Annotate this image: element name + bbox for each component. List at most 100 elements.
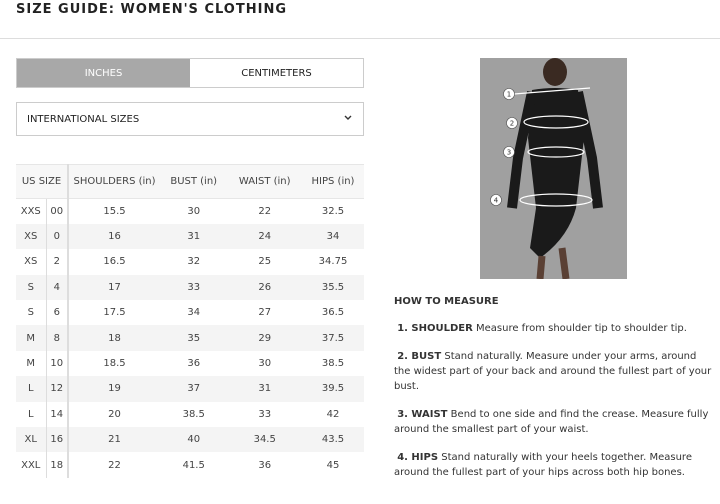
howto-shoulder: 1. SHOULDER Measure from shoulder tip to… — [397, 323, 687, 334]
cell-shoulders: 20 — [67, 401, 160, 428]
table-row: XXS 00 15.5 30 22 32.5 — [16, 198, 364, 224]
marker-4: 4 — [494, 197, 499, 205]
measurement-photo: 1 2 3 4 — [480, 58, 627, 280]
cell-size-letter: XXS — [20, 205, 41, 217]
cell-size-letter: S — [16, 274, 46, 301]
cell-size-number: 8 — [45, 325, 68, 351]
tab-centimeters[interactable]: CENTIMETERS — [241, 67, 312, 79]
howto-waist: 3. WAIST Bend to one side and find the c… — [394, 409, 709, 435]
cell-hips: 38.5 — [321, 358, 345, 370]
cell-size-letter: S — [27, 307, 34, 319]
cell-size-letter: M — [16, 325, 46, 351]
cell-size-number: 12 — [45, 376, 68, 402]
marker-1: 1 — [507, 91, 511, 99]
cell-waist: 25 — [258, 256, 272, 268]
cell-bust: 30 — [187, 205, 201, 217]
cell-shoulders: 18 — [67, 325, 160, 351]
marker-2: 2 — [510, 120, 514, 128]
cell-waist: 30 — [258, 358, 272, 370]
cell-shoulders: 17.5 — [67, 300, 160, 326]
cell-shoulders: 21 — [67, 427, 160, 453]
cell-waist: 31 — [227, 376, 302, 402]
cell-bust: 37 — [160, 376, 228, 402]
header-us-size: US SIZE — [16, 164, 68, 199]
table-row: M 10 18.5 36 30 38.5 — [16, 350, 364, 377]
header-shoulders: SHOULDERS (in) — [67, 164, 160, 199]
select-value: INTERNATIONAL SIZES — [27, 113, 140, 125]
howto-heading: HOW TO MEASURE — [394, 296, 499, 307]
cell-waist: 29 — [227, 325, 302, 351]
cell-size-letter: XS — [16, 223, 46, 250]
cell-bust: 33 — [160, 274, 228, 301]
cell-bust: 38.5 — [182, 408, 205, 420]
page-title: SIZE GUIDE: WOMEN'S CLOTHING — [16, 2, 287, 17]
howto-hips: 4. HIPS Stand naturally with your heels … — [394, 452, 692, 478]
cell-shoulders: 16.5 — [67, 249, 160, 275]
cell-bust: 36 — [187, 358, 201, 370]
cell-size-letter: L — [16, 376, 46, 402]
divider — [0, 38, 720, 39]
cell-size-letter: L — [27, 408, 34, 420]
chevron-down-icon — [343, 114, 353, 125]
cell-shoulders: 22 — [67, 452, 160, 478]
cell-hips: 35.5 — [302, 274, 364, 301]
cell-waist: 27 — [258, 307, 272, 319]
cell-waist: 26 — [227, 274, 302, 301]
cell-waist: 22 — [258, 205, 272, 217]
cell-size-letter: XL — [16, 427, 46, 453]
cell-waist: 34.5 — [227, 427, 302, 453]
cell-bust: 41.5 — [182, 459, 205, 471]
table-row: L 12 19 37 31 39.5 — [16, 376, 364, 402]
cell-waist: 36 — [258, 459, 272, 471]
table-row: S 6 17.5 34 27 36.5 — [16, 300, 364, 326]
table-row: XXL 18 22 41.5 36 45 — [16, 452, 364, 478]
table-row: XS 0 16 31 24 34 — [16, 223, 364, 250]
cell-shoulders: 19 — [67, 376, 160, 402]
cell-size-number: 4 — [45, 274, 68, 301]
cell-hips: 45 — [326, 459, 340, 471]
cell-size-number: 18 — [45, 452, 68, 478]
size-table: US SIZE SHOULDERS (in) BUST (in) WAIST (… — [16, 164, 364, 478]
howto-bust: 2. BUST Stand naturally. Measure under y… — [394, 351, 712, 392]
size-system-select[interactable]: INTERNATIONAL SIZES — [16, 102, 364, 136]
cell-size-number: 16 — [45, 427, 68, 453]
cell-size-letter: M — [26, 358, 36, 370]
cell-bust: 32 — [187, 256, 201, 268]
cell-hips: 37.5 — [302, 325, 364, 351]
cell-waist: 24 — [227, 223, 302, 250]
cell-hips: 39.5 — [302, 376, 364, 402]
cell-shoulders: 18.5 — [67, 350, 160, 377]
tab-inches[interactable]: INCHES — [17, 59, 190, 87]
cell-hips: 32.5 — [321, 205, 345, 217]
table-row: L 14 20 38.5 33 42 — [16, 401, 364, 428]
header-hips: HIPS (in) — [302, 164, 364, 199]
cell-size-number: 0 — [45, 223, 68, 250]
table-row: XL 16 21 40 34.5 43.5 — [16, 427, 364, 453]
cell-size-letter: XS — [24, 256, 38, 268]
how-to-measure: HOW TO MEASURE 1. SHOULDER Measure from … — [394, 294, 714, 493]
cell-bust: 40 — [160, 427, 228, 453]
cell-bust: 35 — [160, 325, 228, 351]
cell-waist: 33 — [258, 408, 272, 420]
cell-size-number: 6 — [45, 300, 68, 326]
cell-hips: 42 — [326, 408, 340, 420]
cell-size-number: 10 — [45, 350, 68, 377]
cell-bust: 34 — [187, 307, 201, 319]
table-row: M 8 18 35 29 37.5 — [16, 325, 364, 351]
cell-hips: 36.5 — [321, 307, 345, 319]
header-bust: BUST (in) — [160, 164, 228, 199]
cell-size-number: 00 — [45, 198, 68, 224]
marker-3: 3 — [507, 149, 511, 157]
cell-hips: 43.5 — [302, 427, 364, 453]
cell-shoulders: 17 — [67, 274, 160, 301]
cell-hips: 34 — [302, 223, 364, 250]
cell-size-letter: XXL — [21, 459, 41, 471]
cell-bust: 31 — [160, 223, 228, 250]
unit-tabs: INCHES CENTIMETERS — [16, 58, 364, 88]
cell-shoulders: 16 — [67, 223, 160, 250]
table-row: S 4 17 33 26 35.5 — [16, 274, 364, 301]
table-row: XS 2 16.5 32 25 34.75 — [16, 249, 364, 275]
header-waist: WAIST (in) — [227, 164, 302, 199]
cell-hips: 34.75 — [318, 256, 348, 268]
cell-size-number: 14 — [45, 401, 68, 428]
